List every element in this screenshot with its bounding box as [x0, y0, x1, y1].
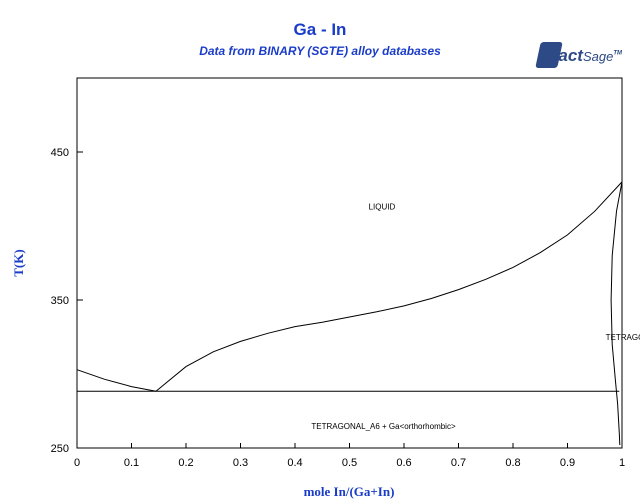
x-tick-label: 0.9 [560, 457, 575, 469]
chart-subtitle: Data from BINARY (SGTE) alloy databases [199, 44, 441, 58]
plot-frame [76, 77, 623, 449]
phase-boundary-line [155, 181, 623, 392]
region-label: TETRAGONAL_A6 + Ga<orthorhombic> [311, 422, 456, 431]
x-tick-label: 0.3 [233, 457, 248, 469]
region-label: LIQUID [369, 203, 396, 212]
x-tick-label: 0.2 [178, 457, 193, 469]
y-tick-label: 250 [51, 443, 69, 455]
x-tick-label: 0 [74, 457, 80, 469]
factsage-logo-word: FactSageTM [548, 46, 623, 65]
y-tick-label: 350 [51, 295, 69, 307]
chart-title: Ga - In [293, 20, 347, 39]
x-tick-label: 0.8 [505, 457, 520, 469]
y-axis-label: T(K) [11, 249, 26, 276]
x-tick-label: 0.5 [342, 457, 357, 469]
phase-boundary-line [76, 369, 157, 392]
y-tick-label: 450 [51, 147, 69, 159]
factsage-logo: FactSageTM [535, 40, 623, 74]
x-axis-label: mole In/(Ga+In) [304, 484, 395, 499]
region-label: TETRAGONAL [606, 333, 640, 342]
x-tick-label: 0.1 [124, 457, 139, 469]
x-tick-label: 0.6 [396, 457, 411, 469]
x-tick-label: 0.7 [451, 457, 466, 469]
x-tick-label: 0.4 [287, 457, 302, 469]
x-tick-label: 1 [619, 457, 625, 469]
phase-boundary-line [610, 181, 623, 446]
